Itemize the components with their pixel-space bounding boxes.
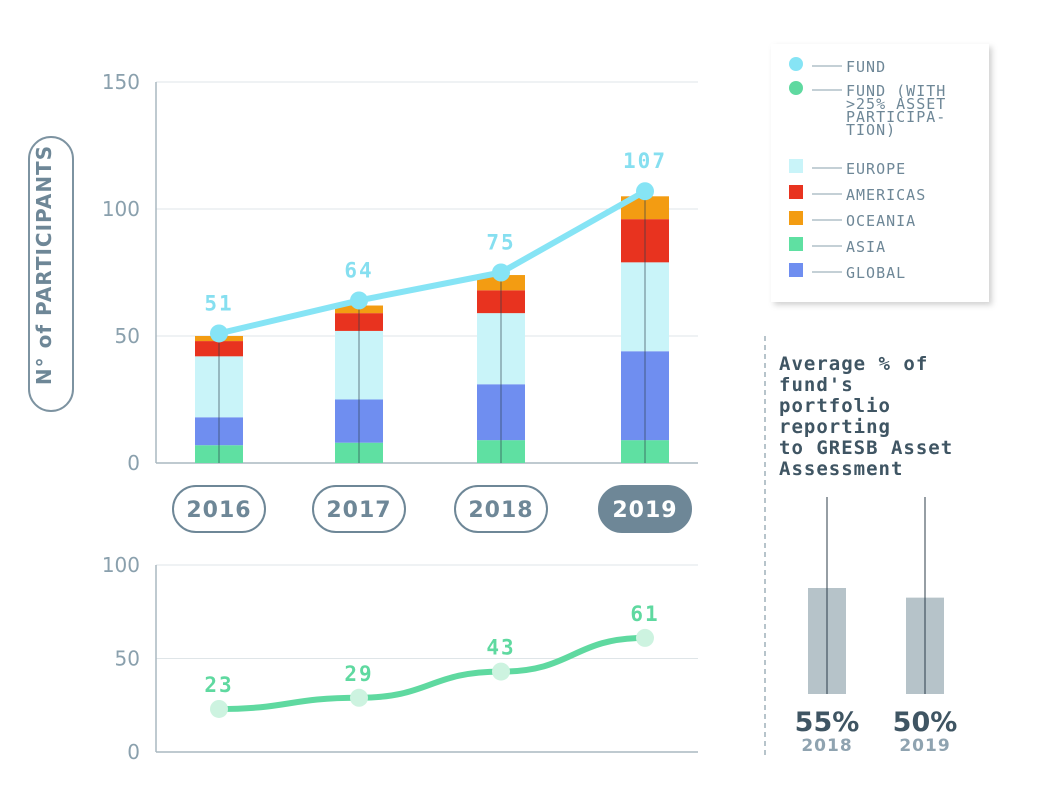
legend-swatch bbox=[789, 159, 803, 173]
main-y-tick-label: 150 bbox=[102, 70, 140, 94]
fund-line-path bbox=[218, 188, 647, 337]
average-title-line: Assessment bbox=[779, 458, 903, 480]
bottom-y-tick-label: 0 bbox=[127, 740, 140, 764]
fund-point bbox=[636, 182, 654, 201]
participants-chart: 0 50 100 150 51 64 75 107 bbox=[102, 70, 698, 475]
average-title-line: to GRESB Asset bbox=[779, 437, 953, 459]
legend-item-fund: FUND bbox=[789, 57, 886, 76]
year-pill-2019: 2019 bbox=[598, 485, 692, 533]
bottom-y-tick-label: 100 bbox=[102, 553, 140, 577]
legend-label: ASIA bbox=[846, 238, 886, 256]
year-pill-shape bbox=[454, 485, 548, 533]
fund-line: 51 64 75 107 bbox=[204, 149, 667, 343]
legend-label: FUND bbox=[846, 58, 886, 76]
year-pill-shape bbox=[312, 485, 406, 533]
legend-swatch bbox=[789, 237, 803, 251]
fund-asset-point bbox=[636, 628, 654, 647]
legend-label: TION) bbox=[846, 121, 896, 139]
fund-asset-value-label: 23 bbox=[204, 673, 233, 697]
bottom-y-tick-label: 50 bbox=[115, 647, 140, 671]
fund-asset-value-label: 43 bbox=[486, 636, 515, 660]
fund-value-label: 51 bbox=[204, 291, 233, 315]
average-year-label: 2018 bbox=[801, 736, 852, 756]
year-pill-shape bbox=[172, 485, 266, 533]
y-axis-label-group: N° of PARTICIPANTS bbox=[28, 136, 74, 412]
y-axis-label-pill bbox=[28, 136, 74, 412]
fund-point bbox=[350, 291, 368, 310]
year-pill-shape bbox=[598, 485, 692, 533]
fund-asset-chart: 0 50 100 23 29 43 61 bbox=[102, 553, 698, 764]
fund-asset-line: 23 29 43 61 bbox=[204, 602, 659, 718]
y-axis-label: N° of PARTICIPANTS bbox=[32, 145, 56, 385]
legend-label: PARTICIPA- bbox=[846, 108, 946, 126]
average-title-line: portfolio bbox=[779, 395, 891, 417]
legend-item-oceania: OCEANIA bbox=[789, 211, 916, 230]
average-bars: 55%2018 50%2019 bbox=[795, 497, 958, 756]
year-pill-label: 2018 bbox=[468, 498, 533, 523]
legend-label: FUND (WITH bbox=[846, 82, 946, 100]
bottom-grid bbox=[156, 564, 698, 659]
average-value-label: 50% bbox=[893, 707, 958, 738]
average-title-line: reporting bbox=[779, 416, 891, 438]
legend-swatch bbox=[789, 81, 803, 95]
year-pill-label: 2019 bbox=[612, 498, 677, 523]
fund-value-label: 107 bbox=[623, 149, 667, 173]
year-pill-2016: 2016 bbox=[172, 485, 266, 533]
year-pill-label: 2017 bbox=[326, 498, 391, 523]
fund-asset-point bbox=[210, 699, 228, 718]
legend-box bbox=[771, 44, 989, 302]
year-pills: 2016 2017 2018 2019 bbox=[172, 485, 692, 533]
legend-label: >25% ASSET bbox=[846, 95, 946, 113]
year-pill-2017: 2017 bbox=[312, 485, 406, 533]
average-title-line: Average % of bbox=[779, 353, 928, 375]
average-value-label: 55% bbox=[795, 707, 860, 738]
main-y-tick-label: 50 bbox=[115, 324, 140, 348]
fund-asset-point bbox=[350, 688, 368, 707]
legend-label: AMERICAS bbox=[846, 186, 926, 204]
bottom-y-ticks: 0 50 100 bbox=[102, 553, 140, 764]
average-title-line: fund's bbox=[779, 374, 854, 396]
year-pill-label: 2016 bbox=[186, 498, 251, 523]
fund-value-label: 75 bbox=[486, 231, 515, 255]
legend-swatch bbox=[789, 211, 803, 225]
main-y-tick-label: 100 bbox=[102, 197, 140, 221]
year-pill-2018: 2018 bbox=[454, 485, 548, 533]
legend-item-asia: ASIA bbox=[789, 237, 886, 256]
fund-asset-line-path bbox=[216, 634, 648, 712]
legend-swatch bbox=[789, 57, 803, 71]
legend-label: EUROPE bbox=[846, 160, 906, 178]
fund-asset-value-label: 29 bbox=[344, 662, 373, 686]
fund-value-label: 64 bbox=[344, 258, 373, 282]
legend-item-global: GLOBAL bbox=[789, 263, 906, 282]
legend-label: GLOBAL bbox=[846, 264, 906, 282]
legend-label: OCEANIA bbox=[846, 212, 916, 230]
main-y-tick-label: 0 bbox=[127, 451, 140, 475]
legend-item-europe: EUROPE bbox=[789, 159, 906, 178]
legend-swatch bbox=[789, 185, 803, 199]
fund-asset-value-label: 61 bbox=[630, 602, 659, 626]
fund-point bbox=[210, 324, 228, 343]
fund-asset-point bbox=[492, 662, 510, 681]
legend-item-americas: AMERICAS bbox=[789, 185, 926, 204]
legend-swatch bbox=[789, 263, 803, 277]
fund-point bbox=[492, 263, 510, 282]
average-year-label: 2019 bbox=[899, 736, 950, 756]
main-y-ticks: 0 50 100 150 bbox=[102, 70, 140, 475]
stacked-bars bbox=[195, 196, 669, 463]
